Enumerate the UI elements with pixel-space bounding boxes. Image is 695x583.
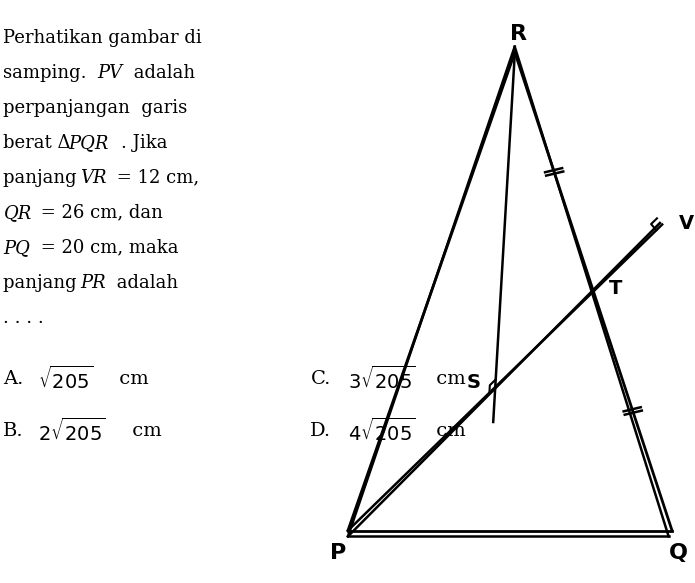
Text: $4\sqrt{205}$: $4\sqrt{205}$ [348,418,416,445]
Text: $\sqrt{205}$: $\sqrt{205}$ [38,366,93,392]
Text: B.: B. [3,423,24,440]
Text: = 26 cm, dan: = 26 cm, dan [35,204,163,222]
Text: C.: C. [311,370,331,388]
Text: cm: cm [113,370,148,388]
Text: S: S [466,373,480,392]
Text: cm: cm [126,423,162,440]
Text: perpanjangan  garis: perpanjangan garis [3,99,188,117]
Text: $3\sqrt{205}$: $3\sqrt{205}$ [348,366,416,392]
Text: berat Δ: berat Δ [3,134,71,152]
Text: PQ: PQ [3,239,31,257]
Text: VR: VR [80,169,106,187]
Text: = 20 cm, maka: = 20 cm, maka [35,239,179,257]
Text: T: T [608,279,622,298]
Text: = 12 cm,: = 12 cm, [111,169,199,187]
Text: adalah: adalah [129,64,195,82]
Text: panjang: panjang [3,274,83,292]
Text: D.: D. [311,423,332,440]
Text: . Jika: . Jika [122,134,168,152]
Text: Perhatikan gambar di: Perhatikan gambar di [3,29,202,47]
Text: Q: Q [669,543,688,563]
Text: A.: A. [3,370,24,388]
Text: P: P [329,543,346,563]
Text: samping.: samping. [3,64,92,82]
Text: . . . .: . . . . [3,309,44,326]
Text: adalah: adalah [111,274,178,292]
Text: panjang: panjang [3,169,83,187]
Text: QR: QR [3,204,32,222]
Text: PR: PR [80,274,106,292]
Text: R: R [509,23,527,44]
Text: PV: PV [97,64,122,82]
Text: $2\sqrt{205}$: $2\sqrt{205}$ [38,418,106,445]
Text: V: V [679,214,694,233]
Text: cm: cm [430,423,466,440]
Text: cm: cm [430,370,466,388]
Text: PQR: PQR [68,134,108,152]
